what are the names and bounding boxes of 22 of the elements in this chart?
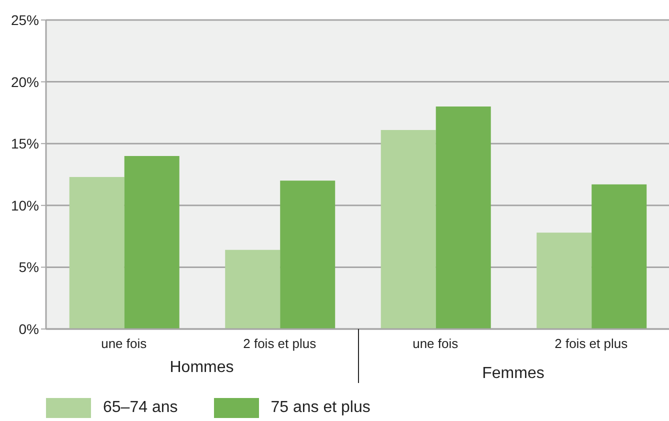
x-tick-label: une fois xyxy=(101,336,148,352)
bar xyxy=(124,156,180,329)
x-tick-label: 2 fois et plus xyxy=(243,336,317,352)
y-tick-label: 15% xyxy=(10,136,39,152)
x-tick-label: une fois xyxy=(412,336,459,352)
bar xyxy=(280,180,336,329)
x-tick-label: 2 fois et plus xyxy=(554,336,628,352)
bar xyxy=(225,250,280,329)
text: Hommes xyxy=(168,359,235,377)
bar xyxy=(536,232,592,329)
y-tick-label: 5% xyxy=(18,259,39,276)
bar xyxy=(436,106,491,329)
bar xyxy=(592,184,647,329)
bar xyxy=(380,130,436,329)
text: Femmes xyxy=(481,365,546,383)
y-tick-label: 0% xyxy=(18,320,39,337)
legend-label: 65–74 ans xyxy=(103,399,178,417)
legend-label: 75 ans et plus xyxy=(270,399,370,417)
bar xyxy=(69,176,124,329)
y-tick-label: 25% xyxy=(10,12,39,28)
y-tick-label: 20% xyxy=(10,74,39,90)
y-tick-label: 10% xyxy=(10,197,39,214)
